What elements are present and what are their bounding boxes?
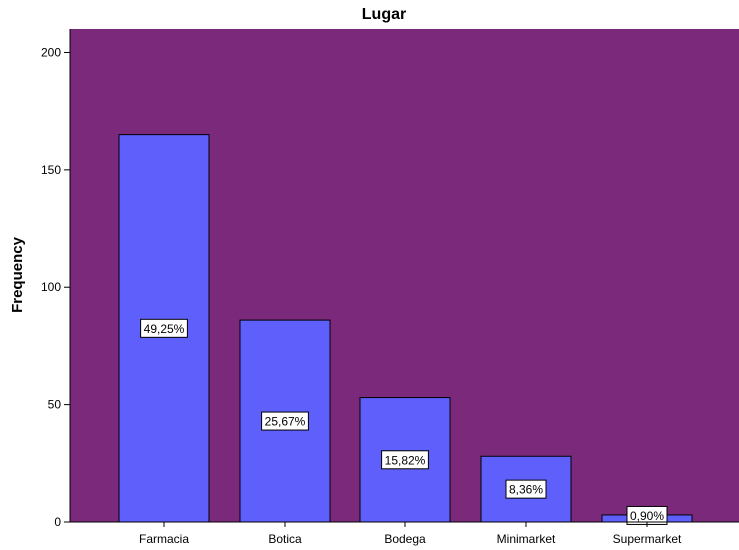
x-axis: Farmacia Botica Bodega Minimarket Supermarke… [70,521,739,546]
chart-title: Lugar [362,6,406,23]
data-label: 15,82% [381,450,429,470]
data-label-text: 49,25% [144,322,185,336]
y-axis: 0 50 100 150 200 [41,29,71,529]
data-label-text: 8,36% [509,483,543,497]
data-labels-group: 49,25% 25,67% 15,82% 8,36% 0,90% [140,318,668,525]
x-tick-label: Farmacia [139,532,189,546]
data-label: 8,36% [505,479,547,499]
data-label-text: 0,90% [630,509,664,523]
data-label: 25,67% [261,411,309,431]
y-axis-label: Frequency [9,236,26,313]
data-label-text: 25,67% [265,415,306,429]
y-tick-label: 150 [41,163,61,177]
y-tick-label: 200 [41,45,61,59]
x-tick-label: Minimarket [497,532,556,546]
x-tick-label: Bodega [384,532,426,546]
data-label-box [261,411,309,431]
y-tick-label: 50 [48,398,62,412]
y-tick-label: 0 [54,515,61,529]
data-label-box [505,479,547,499]
data-label-text: 15,82% [385,453,426,467]
data-label-box [140,318,188,338]
x-tick-label: Botica [268,532,302,546]
y-tick-label: 100 [41,280,61,294]
data-label-box [381,450,429,470]
data-label: 0,90% [626,505,668,525]
data-label: 49,25% [140,318,188,338]
x-tick-label: Supermarket [613,532,682,546]
